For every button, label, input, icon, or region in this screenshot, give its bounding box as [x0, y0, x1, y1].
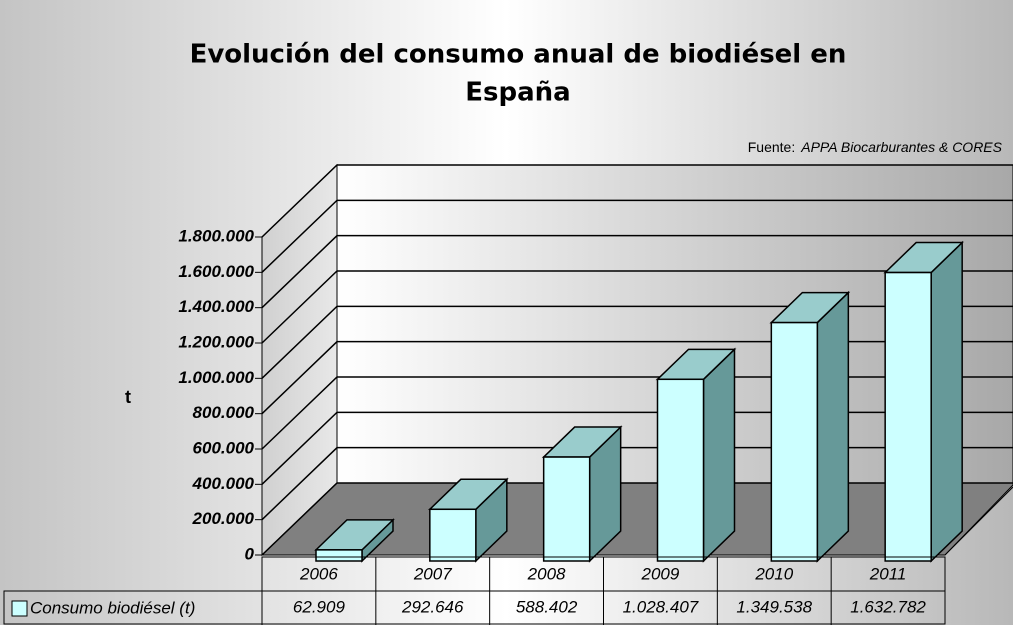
- bar-side: [816, 290, 850, 563]
- bar: [884, 271, 932, 562]
- chart-title-line-1: Evolución del consumo anual de biodiésel…: [190, 40, 847, 70]
- legend-swatch: [11, 600, 28, 617]
- grid-line: [261, 164, 1013, 238]
- x-tick-label: 2011: [869, 564, 907, 583]
- legend-label: Consumo biodiésel (t): [30, 598, 195, 617]
- grid-line: [261, 199, 1013, 273]
- y-tick-label: 800.000: [193, 403, 255, 422]
- bar-side: [702, 347, 736, 563]
- bar: [770, 321, 819, 562]
- value-label: 292.646: [401, 597, 464, 616]
- source-label: Fuente:: [748, 139, 795, 155]
- value-label: 1.028.407: [623, 597, 699, 616]
- grid-line: [261, 270, 1013, 344]
- bar: [656, 378, 705, 562]
- y-tick-label: 0: [245, 544, 255, 563]
- bar: [429, 508, 477, 562]
- x-tick-label: 2009: [641, 564, 680, 583]
- grid-line: [261, 234, 1013, 309]
- value-label: 1.349.538: [736, 597, 812, 616]
- x-tick-label: 2006: [299, 564, 338, 583]
- source-name: APPA Biocarburantes & CORES: [800, 139, 1002, 155]
- y-axis-label: t: [125, 387, 131, 407]
- y-tick-label: 200.000: [192, 509, 255, 528]
- x-tick-label: 2010: [754, 564, 793, 583]
- y-tick-label: 1.600.000: [178, 262, 254, 281]
- bar: [542, 456, 591, 562]
- y-tick-label: 1.400.000: [178, 297, 254, 316]
- table-value-row: [3, 590, 946, 625]
- y-tick-label: 1.800.000: [178, 226, 254, 245]
- y-tick-label: 1.200.000: [178, 332, 254, 351]
- y-tick-label: 400.000: [192, 474, 255, 493]
- value-label: 62.909: [293, 597, 346, 616]
- y-tick-label: 600.000: [193, 438, 255, 457]
- source: Fuente: APPA Biocarburantes & CORES: [748, 139, 1003, 155]
- bar: [315, 549, 363, 562]
- x-tick-label: 2008: [527, 564, 566, 583]
- value-label: 1.632.782: [850, 597, 926, 616]
- floor-edge: [944, 486, 1013, 556]
- x-tick-label: 2007: [413, 564, 452, 583]
- value-label: 588.402: [516, 597, 578, 616]
- bar-side: [930, 240, 963, 563]
- chart-title-line-2: España: [465, 78, 570, 108]
- y-tick-label: 1.000.000: [178, 368, 254, 387]
